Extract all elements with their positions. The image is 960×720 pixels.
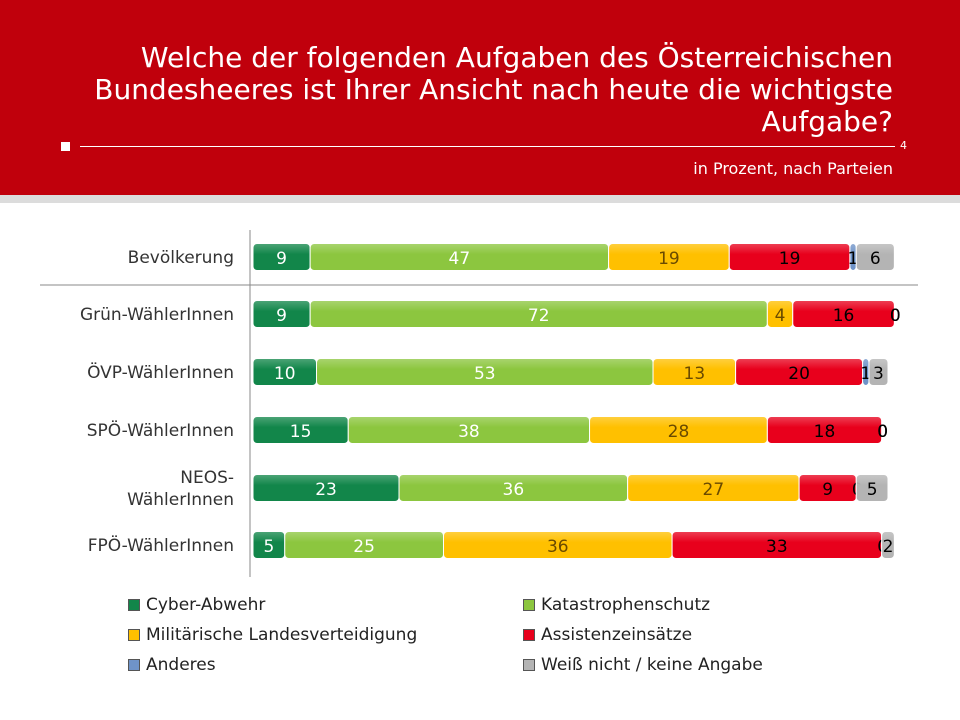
category-label: NEOS-WählerInnen <box>127 468 234 510</box>
data-label: 53 <box>474 364 496 384</box>
legend-swatch <box>128 659 140 671</box>
legend-item: Weiß nicht / keine Angabe <box>523 655 763 675</box>
legend-label: Katastrophenschutz <box>541 595 711 615</box>
data-label: 0 <box>877 422 888 442</box>
data-label: 28 <box>668 422 690 442</box>
legend-swatch <box>523 599 535 611</box>
legend-swatch <box>128 599 140 611</box>
data-label: 9 <box>822 480 833 500</box>
data-label: 6 <box>870 249 881 269</box>
page-number: 4 <box>900 139 907 152</box>
data-label: 5 <box>867 480 878 500</box>
bar-segment <box>855 243 895 271</box>
data-label: 20 <box>788 364 810 384</box>
bar-segment <box>766 416 883 444</box>
data-label: 1 <box>848 249 859 269</box>
data-label: 36 <box>547 537 569 557</box>
category-label: Bevölkerung <box>128 248 234 268</box>
data-label: 33 <box>766 537 788 557</box>
legend-label: Weiß nicht / keine Angabe <box>541 655 763 675</box>
bar-segment <box>855 474 889 502</box>
category-label: Grün-WählerInnen <box>80 305 234 325</box>
legend-label: Cyber-Abwehr <box>146 595 266 615</box>
legend-item: Cyber-Abwehr <box>128 595 265 615</box>
legend-label: Assistenzeinsätze <box>541 625 693 645</box>
bar-segment <box>792 300 895 328</box>
title-line-1: Welche der folgenden Aufgaben des Österr… <box>140 41 893 74</box>
legend-swatch <box>523 659 535 671</box>
data-label: 9 <box>276 306 287 326</box>
data-label: 23 <box>315 480 337 500</box>
bullet-square <box>61 142 70 151</box>
data-label: 19 <box>779 249 801 269</box>
bar-segment <box>881 531 895 559</box>
data-label: 2 <box>883 537 894 557</box>
data-label: 72 <box>528 306 550 326</box>
legend-item: Anderes <box>128 655 216 675</box>
data-label: 47 <box>449 249 471 269</box>
data-label: 38 <box>458 422 480 442</box>
data-label: 4 <box>775 306 786 326</box>
data-label: 19 <box>658 249 680 269</box>
header-divider <box>80 146 895 147</box>
data-label: 16 <box>833 306 855 326</box>
legend-swatch <box>128 629 140 641</box>
title-line-2: Bundesheeres ist Ihrer Ansicht nach heut… <box>94 73 893 106</box>
data-label: 5 <box>263 537 274 557</box>
legend-label: Militärische Landesverteidigung <box>146 625 418 645</box>
data-label: 9 <box>276 249 287 269</box>
data-label: 0 <box>890 306 901 326</box>
legend-item: Katastrophenschutz <box>523 595 710 615</box>
legend-item: Militärische Landesverteidigung <box>128 625 417 645</box>
page-title: Welche der folgenden Aufgaben des Österr… <box>73 42 893 138</box>
data-label: 0 <box>890 306 901 326</box>
data-label: 0 <box>877 422 888 442</box>
subtitle: in Prozent, nach Parteien <box>693 159 893 178</box>
data-label: 25 <box>353 537 375 557</box>
title-line-3: Aufgabe? <box>761 105 893 138</box>
category-label: SPÖ-WählerInnen <box>87 419 234 441</box>
category-label: ÖVP-WählerInnen <box>87 361 234 383</box>
data-label: 1 <box>860 364 871 384</box>
data-label: 27 <box>703 480 725 500</box>
data-label: 3 <box>873 364 884 384</box>
category-label: FPÖ-WählerInnen <box>88 534 234 556</box>
legend-label: Anderes <box>146 655 216 675</box>
data-label: 13 <box>684 364 706 384</box>
data-label: 18 <box>814 422 836 442</box>
data-label: 36 <box>503 480 525 500</box>
header-band: Welche der folgenden Aufgaben des Österr… <box>0 0 960 195</box>
data-label: 15 <box>290 422 312 442</box>
legend-item: Assistenzeinsätze <box>523 625 692 645</box>
legend-swatch <box>523 629 535 641</box>
header-shadow <box>0 195 960 203</box>
bar-segment <box>868 358 889 386</box>
data-label: 10 <box>274 364 296 384</box>
